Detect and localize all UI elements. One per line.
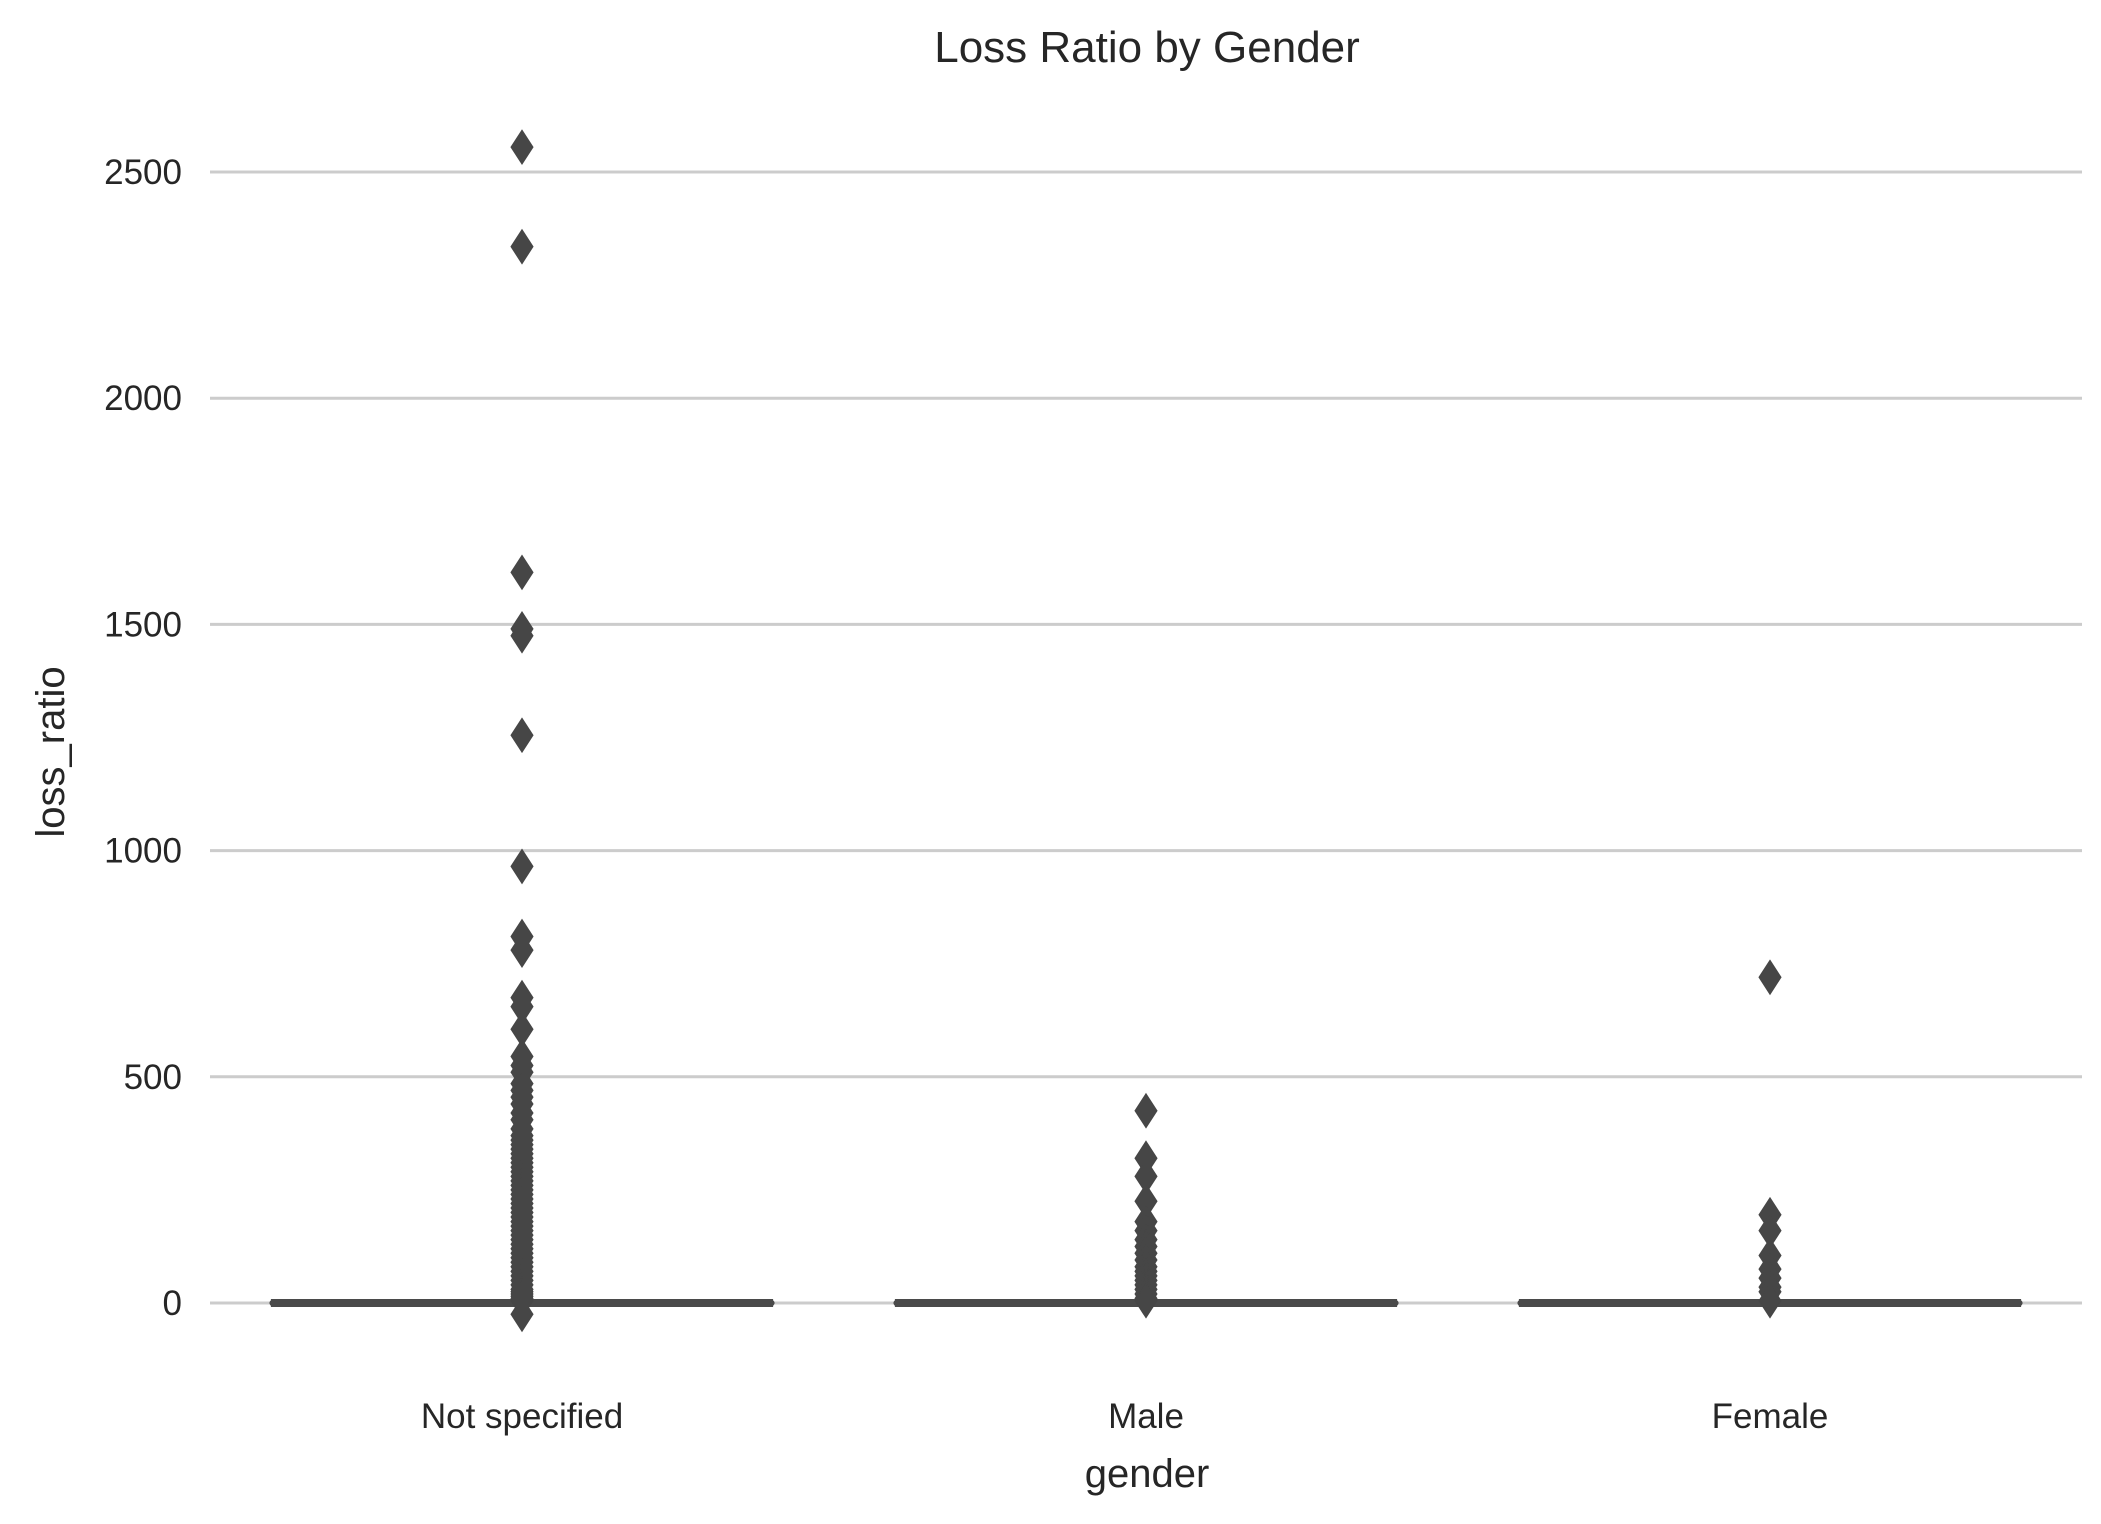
outlier-point (1134, 1092, 1158, 1129)
outlier-point (510, 617, 534, 654)
outlier-point (510, 129, 534, 166)
y-tick-label: 1000 (104, 832, 182, 871)
outlier-point (510, 1296, 534, 1333)
y-tick-label: 500 (124, 1058, 182, 1097)
y-axis-label: loss_ratio (29, 666, 73, 837)
grid-lines (210, 170, 2082, 1305)
outlier-point (510, 717, 534, 754)
x-axis-label: gender (1085, 1452, 1210, 1496)
x-tick-label: Not specified (421, 1397, 623, 1436)
outlier-point (510, 848, 534, 885)
outlier-point (1758, 959, 1782, 996)
outliers (510, 129, 1782, 1333)
outlier-point (1758, 1282, 1782, 1319)
chart-title: Loss Ratio by Gender (934, 23, 1360, 72)
y-tick-label: 2500 (104, 153, 182, 192)
outlier-point (510, 932, 534, 969)
outlier-point (510, 228, 534, 265)
y-tick-label: 1500 (104, 605, 182, 644)
tick-labels: 0 500 1000 1500 2000 2500 Not specified Male Fem… (104, 153, 1828, 1436)
y-tick-label: 2000 (104, 379, 182, 418)
outlier-point (1134, 1282, 1158, 1319)
x-tick-label: Male (1108, 1397, 1184, 1436)
x-tick-label: Female (1712, 1397, 1829, 1436)
y-tick-label: 0 (163, 1284, 182, 1323)
outlier-point (510, 554, 534, 591)
